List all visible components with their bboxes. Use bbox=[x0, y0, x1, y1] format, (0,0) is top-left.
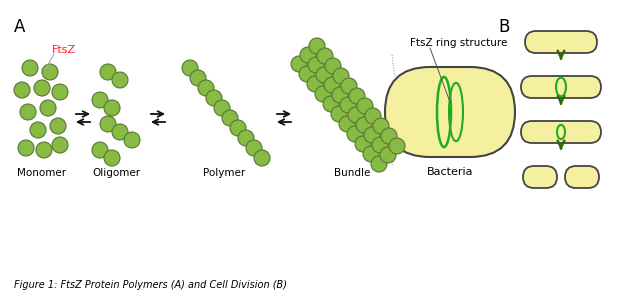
Ellipse shape bbox=[238, 130, 254, 146]
Ellipse shape bbox=[291, 56, 307, 72]
Ellipse shape bbox=[316, 67, 332, 83]
Ellipse shape bbox=[18, 140, 34, 156]
Ellipse shape bbox=[333, 68, 349, 84]
Ellipse shape bbox=[182, 60, 198, 76]
Text: Figure 1: FtsZ Protein Polymers (A) and Cell Division (B): Figure 1: FtsZ Protein Polymers (A) and … bbox=[14, 280, 287, 290]
Ellipse shape bbox=[317, 48, 333, 64]
Ellipse shape bbox=[100, 116, 116, 132]
Ellipse shape bbox=[40, 100, 56, 116]
Text: FtsZ: FtsZ bbox=[52, 45, 76, 55]
Ellipse shape bbox=[325, 58, 341, 74]
Ellipse shape bbox=[373, 118, 389, 134]
Ellipse shape bbox=[42, 64, 58, 80]
Ellipse shape bbox=[372, 137, 388, 153]
Text: B: B bbox=[498, 18, 509, 36]
Ellipse shape bbox=[100, 64, 116, 80]
Ellipse shape bbox=[104, 150, 120, 166]
Ellipse shape bbox=[339, 116, 355, 132]
Ellipse shape bbox=[332, 87, 348, 103]
Ellipse shape bbox=[112, 72, 128, 88]
Ellipse shape bbox=[331, 106, 347, 122]
Ellipse shape bbox=[52, 137, 68, 153]
Text: Oligomer: Oligomer bbox=[92, 168, 140, 178]
Text: FtsZ ring structure: FtsZ ring structure bbox=[410, 38, 507, 48]
Text: Polymer: Polymer bbox=[203, 168, 245, 178]
Ellipse shape bbox=[324, 77, 340, 93]
Ellipse shape bbox=[198, 80, 214, 96]
Ellipse shape bbox=[355, 136, 371, 152]
Ellipse shape bbox=[365, 108, 381, 124]
Ellipse shape bbox=[34, 80, 50, 96]
Ellipse shape bbox=[340, 97, 356, 113]
Ellipse shape bbox=[380, 147, 396, 163]
FancyBboxPatch shape bbox=[385, 67, 515, 157]
Ellipse shape bbox=[371, 156, 387, 172]
Ellipse shape bbox=[389, 138, 405, 154]
Ellipse shape bbox=[92, 142, 108, 158]
FancyBboxPatch shape bbox=[565, 166, 599, 188]
Ellipse shape bbox=[30, 122, 46, 138]
Ellipse shape bbox=[36, 142, 52, 158]
Ellipse shape bbox=[92, 92, 108, 108]
FancyBboxPatch shape bbox=[523, 166, 557, 188]
Text: A: A bbox=[14, 18, 26, 36]
Text: Bundle: Bundle bbox=[334, 168, 370, 178]
Ellipse shape bbox=[206, 90, 222, 106]
Ellipse shape bbox=[104, 100, 120, 116]
Ellipse shape bbox=[300, 47, 316, 63]
Ellipse shape bbox=[254, 150, 270, 166]
Ellipse shape bbox=[356, 117, 372, 133]
Text: Monomer: Monomer bbox=[17, 168, 67, 178]
Ellipse shape bbox=[381, 128, 397, 144]
Ellipse shape bbox=[299, 66, 315, 82]
Ellipse shape bbox=[246, 140, 262, 156]
Ellipse shape bbox=[348, 107, 364, 123]
Ellipse shape bbox=[190, 70, 206, 86]
Ellipse shape bbox=[230, 120, 246, 136]
Ellipse shape bbox=[112, 124, 128, 140]
Ellipse shape bbox=[124, 132, 140, 148]
FancyBboxPatch shape bbox=[521, 76, 601, 98]
Ellipse shape bbox=[308, 57, 324, 73]
Ellipse shape bbox=[22, 60, 38, 76]
Ellipse shape bbox=[341, 78, 357, 94]
Ellipse shape bbox=[363, 146, 379, 162]
FancyBboxPatch shape bbox=[525, 31, 597, 53]
Ellipse shape bbox=[50, 118, 66, 134]
Ellipse shape bbox=[309, 38, 325, 54]
Ellipse shape bbox=[357, 98, 373, 114]
Ellipse shape bbox=[222, 110, 238, 126]
FancyBboxPatch shape bbox=[521, 121, 601, 143]
Ellipse shape bbox=[347, 126, 363, 142]
Ellipse shape bbox=[315, 86, 331, 102]
Text: Bacteria: Bacteria bbox=[427, 167, 473, 177]
Ellipse shape bbox=[349, 88, 365, 104]
Ellipse shape bbox=[52, 84, 68, 100]
Ellipse shape bbox=[323, 96, 339, 112]
Ellipse shape bbox=[307, 76, 323, 92]
Ellipse shape bbox=[20, 104, 36, 120]
Ellipse shape bbox=[364, 127, 380, 143]
Ellipse shape bbox=[14, 82, 30, 98]
Ellipse shape bbox=[214, 100, 230, 116]
